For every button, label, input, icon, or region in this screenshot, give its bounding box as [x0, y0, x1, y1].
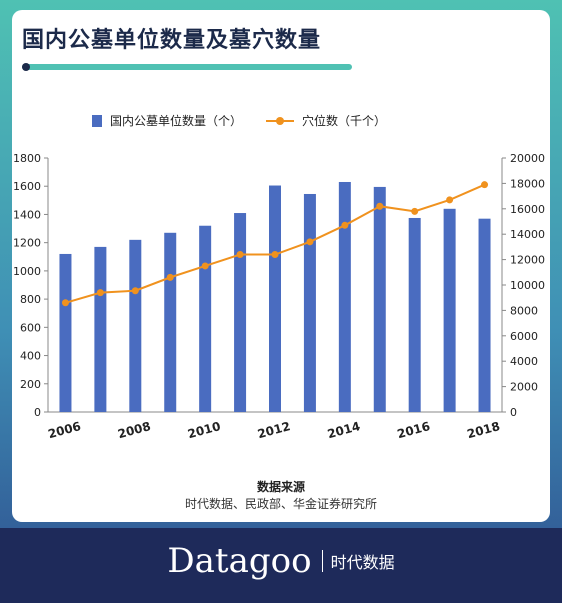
- x-tick-label: 2006: [46, 419, 82, 440]
- y-right-tick-label: 2000: [510, 381, 538, 394]
- footer-bar: [0, 528, 562, 603]
- y-right-tick-label: 4000: [510, 355, 538, 368]
- x-tick-label: 2016: [396, 419, 432, 440]
- x-tick-label: 2008: [116, 419, 152, 440]
- y-right-tick-label: 16000: [510, 203, 545, 216]
- y-right-tick-label: 14000: [510, 228, 545, 241]
- chart-svg: 0200400600800100012001400160018000200040…: [13, 152, 545, 440]
- bar: [129, 239, 142, 412]
- y-left-tick-label: 1200: [13, 237, 41, 250]
- brand-separator: [321, 550, 323, 572]
- y-left-tick-label: 600: [20, 321, 41, 334]
- y-left-tick-label: 400: [20, 350, 41, 363]
- bar: [443, 208, 456, 412]
- y-right-tick-label: 18000: [510, 177, 545, 190]
- legend-line-label: 穴位数（千个）: [302, 114, 387, 128]
- line-point: [96, 289, 104, 297]
- bar: [269, 185, 281, 412]
- y-right-tick-label: 6000: [510, 330, 538, 343]
- y-left-tick-label: 800: [20, 293, 41, 306]
- x-tick-label: 2018: [466, 419, 502, 440]
- legend-bar-label: 国内公墓单位数量（个）: [110, 114, 243, 128]
- x-tick-label: 2010: [186, 419, 222, 440]
- bar: [59, 253, 72, 412]
- source-text: 时代数据、民政部、华金证券研究所: [184, 497, 377, 511]
- bar: [303, 193, 316, 412]
- bar: [234, 213, 247, 412]
- bar: [199, 225, 212, 412]
- bar: [164, 232, 177, 412]
- x-tick-label: 2012: [256, 419, 292, 440]
- chart-legend: 国内公墓单位数量（个） 穴位数（千个）: [92, 112, 402, 129]
- line-point: [131, 287, 139, 295]
- line-point: [446, 196, 454, 204]
- y-left-tick-label: 1800: [13, 152, 41, 165]
- line-point: [61, 299, 69, 307]
- title-underline: [22, 64, 352, 70]
- page-title: 国内公墓单位数量及墓穴数量: [22, 28, 322, 53]
- y-left-tick-label: 1600: [13, 180, 41, 193]
- legend-item-line: 穴位数（千个）: [266, 112, 386, 129]
- source-title: 数据来源: [256, 480, 305, 494]
- y-left-tick-label: 200: [20, 378, 41, 391]
- y-left-tick-label: 1000: [13, 265, 41, 278]
- y-left-tick-label: 0: [34, 406, 41, 419]
- y-right-tick-label: 10000: [510, 279, 545, 292]
- brand: Datagoo 时代数据: [0, 541, 562, 581]
- bar: [94, 246, 107, 412]
- line-point: [201, 262, 209, 270]
- line-point: [411, 207, 419, 215]
- y-left-tick-label: 1400: [13, 208, 41, 221]
- y-right-tick-label: 8000: [510, 304, 538, 317]
- line-point: [166, 273, 174, 281]
- title-dot: [22, 63, 30, 71]
- y-right-tick-label: 12000: [510, 254, 545, 267]
- bar: [373, 186, 386, 412]
- bar: [478, 218, 491, 412]
- y-right-tick-label: 0: [510, 406, 517, 419]
- line-point: [236, 251, 244, 259]
- bar: [338, 181, 351, 412]
- y-right-tick-label: 20000: [510, 152, 545, 165]
- line-point: [306, 238, 314, 246]
- line-point: [481, 181, 489, 189]
- legend-bar-swatch: [92, 114, 102, 127]
- line-point: [376, 202, 384, 210]
- line-point: [271, 251, 279, 259]
- line-point: [341, 221, 349, 229]
- brand-sub: 时代数据: [330, 553, 395, 572]
- x-tick-label: 2014: [326, 419, 362, 440]
- legend-line-swatch: [266, 115, 295, 127]
- brand-logo: Datagoo: [167, 541, 312, 581]
- bar: [408, 217, 421, 412]
- legend-item-bar: 国内公墓单位数量（个）: [92, 112, 242, 129]
